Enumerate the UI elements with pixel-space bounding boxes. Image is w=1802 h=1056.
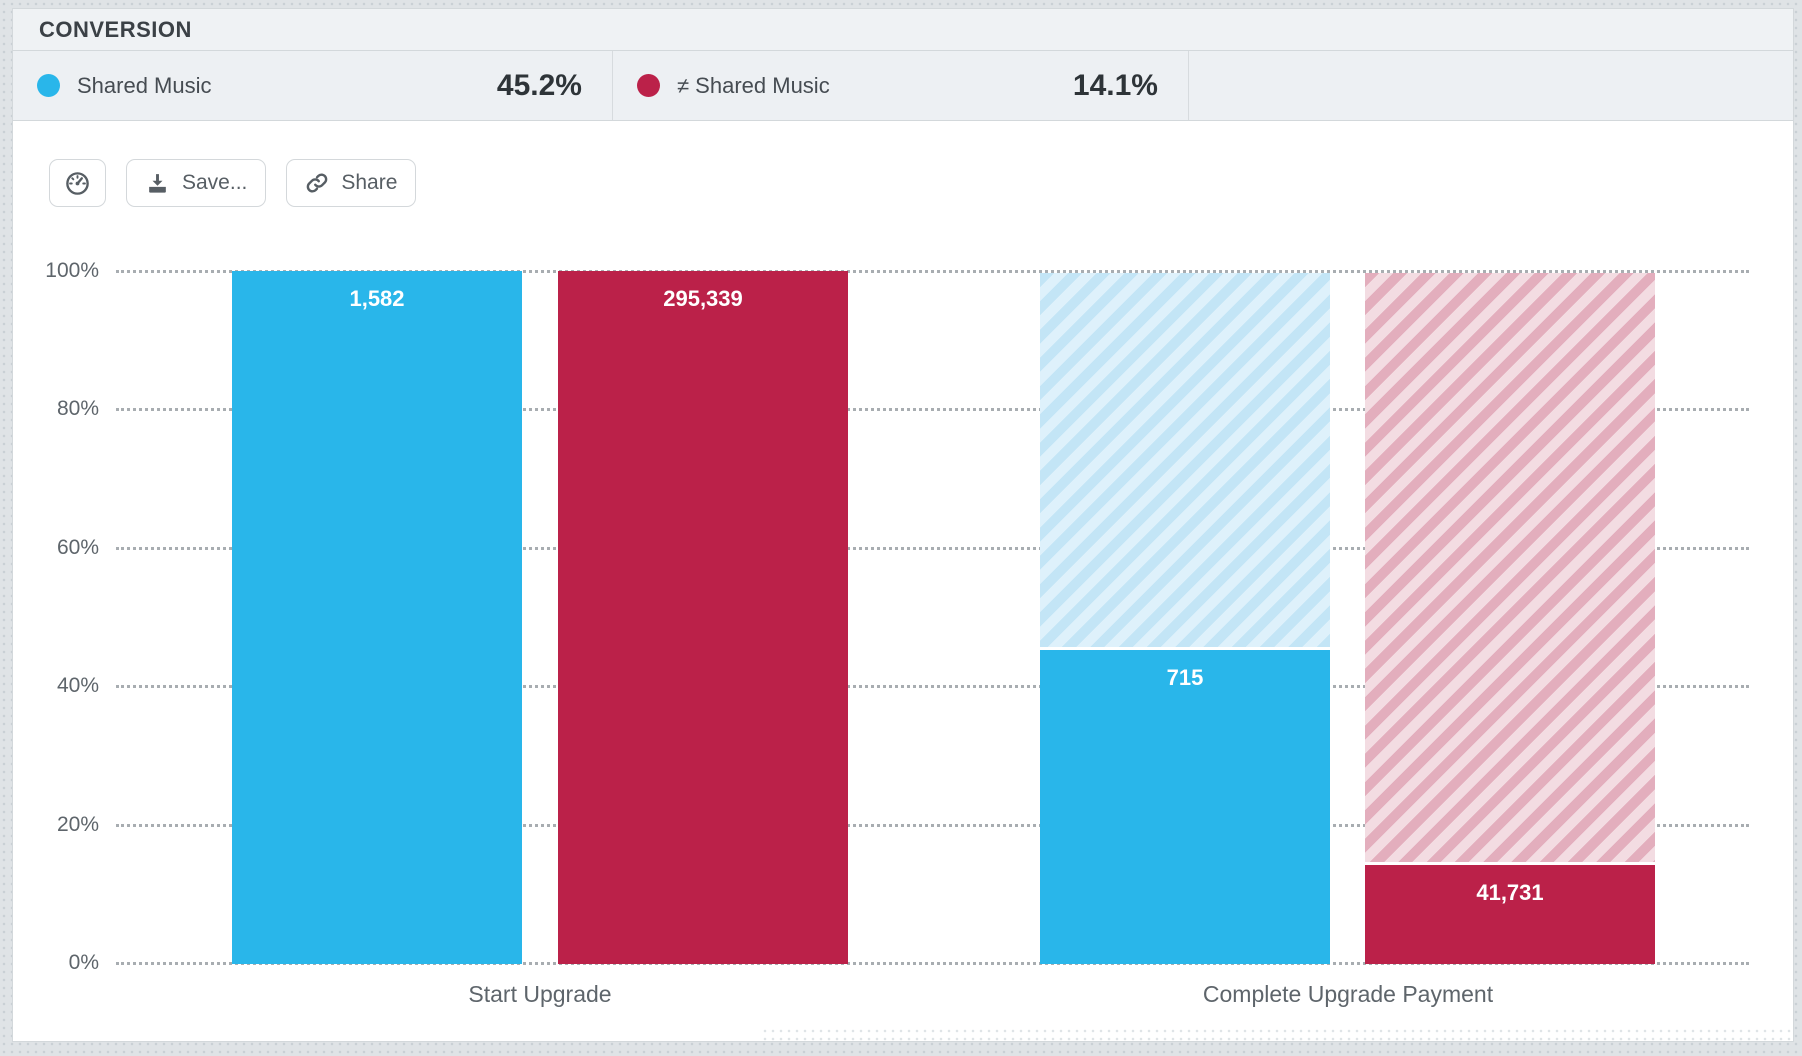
- legend-series-name: ≠ Shared Music: [677, 72, 830, 98]
- legend-conversion-value: 14.1%: [1072, 68, 1158, 102]
- conversion-report-card: CONVERSION Shared Music 45.2% ≠ Shared Mus…: [12, 8, 1794, 1042]
- gridline: [116, 547, 1749, 550]
- download-icon: [145, 171, 170, 196]
- save-button-label: Save...: [182, 171, 248, 194]
- gridline: [116, 962, 1749, 965]
- funnel-unconverted-hatch[interactable]: [1040, 273, 1330, 647]
- y-axis-tick-label: 60%: [56, 536, 99, 559]
- report-header: CONVERSION: [13, 9, 1793, 51]
- dashboard-button[interactable]: [49, 159, 106, 207]
- funnel-bar[interactable]: 41,731: [1365, 865, 1655, 964]
- legend-empty-cell: [1189, 51, 1793, 120]
- gridline: [116, 685, 1749, 688]
- bar-value-label: 295,339: [663, 286, 743, 311]
- report-title: CONVERSION: [39, 16, 192, 42]
- funnel-unconverted-hatch[interactable]: [1365, 273, 1655, 862]
- y-axis-tick-label: 40%: [56, 674, 99, 697]
- share-button[interactable]: Share: [286, 159, 417, 207]
- gridline: [116, 408, 1749, 411]
- legend-color-dot: [37, 74, 60, 97]
- bar-value-label: 1,582: [349, 286, 405, 311]
- gauge-icon: [64, 170, 91, 197]
- toolbar: Save... Share: [49, 159, 417, 207]
- y-axis-tick-label: 0%: [68, 951, 99, 974]
- link-icon: [305, 171, 329, 195]
- funnel-bar[interactable]: 295,339: [558, 271, 848, 964]
- y-axis-tick-label: 20%: [56, 813, 99, 836]
- legend-conversion-value: 45.2%: [496, 68, 582, 102]
- legend-series-name: Shared Music: [77, 72, 212, 98]
- card-bottom-texture: [760, 1027, 1793, 1041]
- legend-item-not-shared-music[interactable]: ≠ Shared Music 14.1%: [613, 51, 1189, 120]
- bar-value-label: 715: [1166, 665, 1204, 690]
- legend-color-dot: [637, 74, 660, 97]
- save-button[interactable]: Save...: [126, 159, 267, 207]
- funnel-bar[interactable]: 715: [1040, 650, 1330, 964]
- legend-row: Shared Music 45.2% ≠ Shared Music 14.1%: [13, 51, 1793, 121]
- gridline: [116, 270, 1749, 273]
- gridline: [116, 824, 1749, 827]
- y-axis-tick-label: 80%: [56, 397, 99, 420]
- y-axis-tick-label: 100%: [45, 259, 99, 282]
- funnel-bar[interactable]: 1,582: [232, 271, 522, 964]
- x-axis-category-label: Complete Upgrade Payment: [1202, 981, 1494, 1007]
- share-button-label: Share: [341, 171, 398, 194]
- bar-value-label: 41,731: [1476, 880, 1544, 905]
- x-axis-category-label: Start Upgrade: [468, 981, 612, 1007]
- legend-item-shared-music[interactable]: Shared Music 45.2%: [13, 51, 613, 120]
